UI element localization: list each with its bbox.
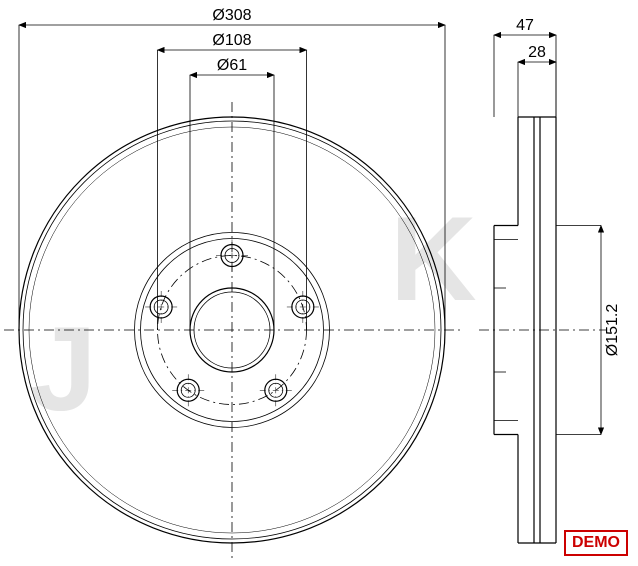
dim-d61-label: Ø61: [217, 57, 247, 74]
side-view: [479, 117, 606, 543]
watermark-char-1: J: [30, 302, 97, 436]
demo-badge: DEMO: [564, 530, 628, 556]
front-view: [4, 102, 460, 558]
drawing-canvas: J K Ø308 Ø108 Ø61 47 28 Ø151.2: [0, 0, 638, 566]
dim-d108-label: Ø108: [212, 32, 251, 49]
watermark: J K: [30, 192, 477, 436]
dim-w28-label: 28: [528, 44, 546, 61]
dimensions: Ø308 Ø108 Ø61 47 28 Ø151.2: [19, 7, 621, 435]
dim-w47-label: 47: [516, 17, 534, 34]
dim-d308-label: Ø308: [212, 7, 251, 24]
dim-h151-label: Ø151.2: [604, 304, 621, 357]
demo-label: DEMO: [572, 534, 620, 551]
